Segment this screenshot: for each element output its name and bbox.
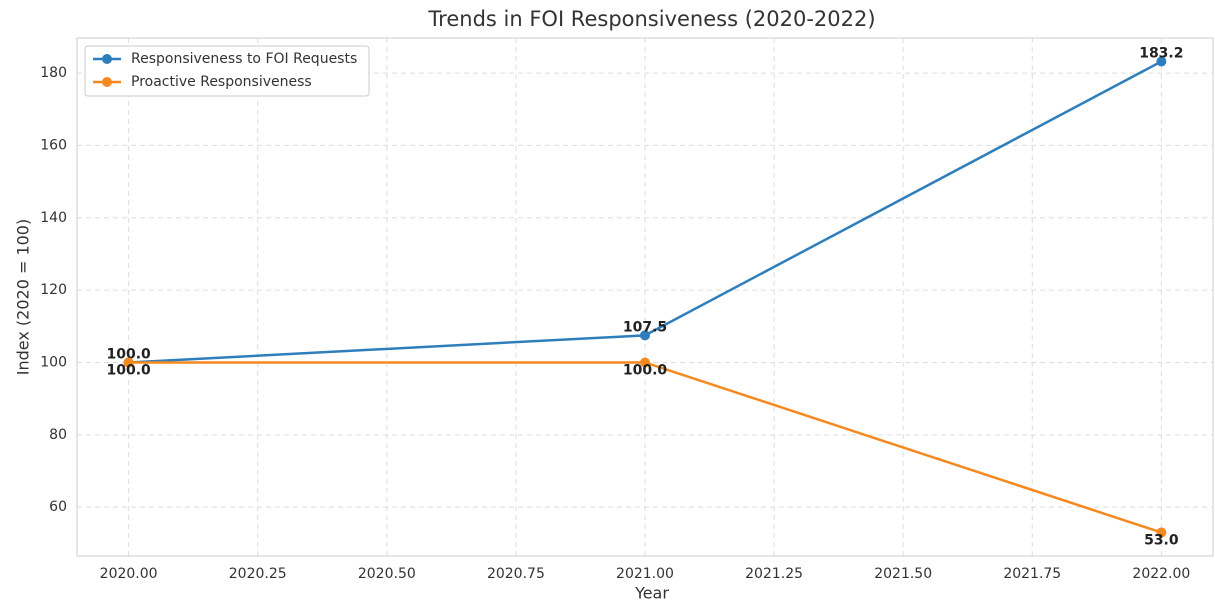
data-label: 53.0 [1144,532,1179,548]
y-tick-label: 180 [40,65,67,81]
y-axis-label: Index (2020 = 100) [14,219,33,375]
y-tick-label: 160 [40,137,67,153]
x-tick-label: 2021.50 [874,566,932,582]
x-tick-label: 2022.00 [1132,566,1190,582]
x-tick-label: 2020.25 [229,566,287,582]
plot-frame [76,37,1214,557]
x-tick-label: 2021.00 [616,566,674,582]
data-point [640,330,650,341]
y-tick-label: 140 [40,210,67,226]
legend-label: Proactive Responsiveness [131,74,312,90]
data-label: 183.2 [1139,46,1183,62]
data-point [1156,56,1167,67]
x-tick-label: 2021.75 [1003,566,1061,582]
legend-box [84,45,370,97]
data-label: 107.5 [623,319,667,335]
data-label: 100.0 [106,346,151,362]
y-tick-label: 100 [40,354,67,370]
x-tick-label: 2021.25 [745,566,803,582]
data-label: 100.0 [623,362,668,378]
data-point [640,357,650,368]
chart-title: Trends in FOI Responsiveness (2020-2022) [427,7,875,31]
y-tick-label: 120 [40,282,67,298]
legend-label: Responsiveness to FOI Requests [131,51,357,67]
legend-marker [102,54,112,64]
legend-marker [102,77,112,87]
x-tick-label: 2020.50 [358,566,416,582]
y-tick-label: 60 [49,499,67,515]
x-tick-label: 2020.75 [487,566,545,582]
x-axis-label: Year [634,584,669,603]
data-label: 100.0 [106,362,151,378]
y-tick-label: 80 [49,427,67,443]
data-point [123,357,134,368]
data-point [1156,527,1167,538]
x-tick-label: 2020.00 [100,566,158,582]
